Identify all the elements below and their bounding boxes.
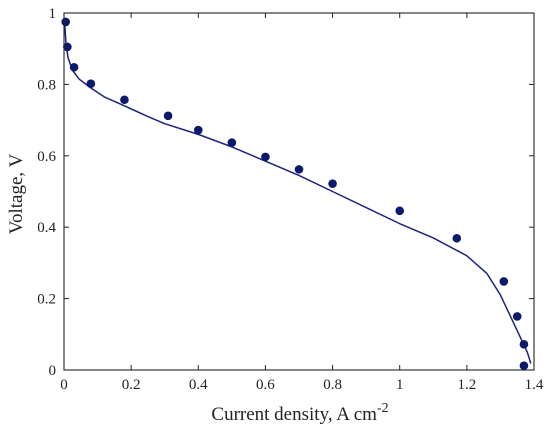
data-point	[519, 361, 529, 371]
y-tick-label: 0	[49, 363, 57, 379]
data-point	[86, 79, 96, 88]
y-tick-label: 0.4	[37, 220, 56, 236]
y-axis-label: Voltage, V	[6, 153, 27, 234]
x-tick-label: 0.2	[122, 377, 141, 393]
data-point	[69, 62, 79, 72]
x-axis-label: Current density, A cm-2	[211, 401, 388, 425]
data-point	[519, 340, 529, 349]
x-axis-label-main: Current density, A cm	[211, 404, 377, 425]
x-tick-label: 1.4	[525, 377, 544, 393]
data-point	[193, 125, 203, 135]
y-tick-label: 0.6	[37, 149, 56, 165]
fit-curve-line	[63, 22, 532, 364]
x-tick-label: 0.4	[189, 377, 208, 393]
data-point	[328, 179, 337, 188]
data-point	[120, 95, 129, 105]
data-point	[294, 165, 304, 174]
data-point	[512, 312, 522, 321]
data-point	[63, 42, 72, 52]
data-point	[499, 277, 509, 286]
y-tick-label: 0.2	[37, 292, 56, 308]
plot-area	[61, 17, 532, 371]
data-point	[395, 206, 405, 216]
data-point	[452, 233, 462, 243]
x-tick-label: 0.8	[323, 377, 342, 393]
data-point	[227, 138, 237, 147]
x-tick-label: 1.2	[457, 377, 476, 393]
x-tick-label: 1	[396, 377, 404, 393]
axes: 0 0.2 0.4 0.6 0.8 1 1.2 1.4 0 0.2 0.4 0.6 0.8 1	[37, 6, 544, 393]
axes-box	[63, 12, 535, 371]
data-point	[163, 111, 173, 121]
x-axis-label-superscript: -2	[377, 401, 389, 416]
x-tick-label: 0.6	[256, 377, 275, 393]
y-tick-label: 1	[49, 6, 57, 22]
data-point	[61, 17, 70, 27]
y-tick-label: 0.8	[37, 77, 56, 93]
x-tick-label: 0	[60, 377, 68, 393]
data-point	[261, 152, 270, 162]
